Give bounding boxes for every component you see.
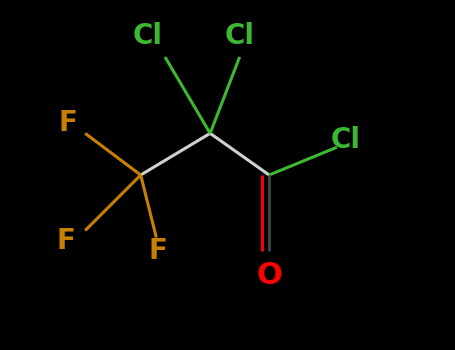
Text: F: F	[58, 109, 77, 137]
Text: O: O	[256, 261, 282, 290]
Text: Cl: Cl	[133, 22, 162, 50]
Text: Cl: Cl	[225, 22, 255, 50]
Text: Cl: Cl	[330, 126, 360, 154]
Text: F: F	[56, 227, 76, 255]
Text: F: F	[149, 237, 167, 265]
